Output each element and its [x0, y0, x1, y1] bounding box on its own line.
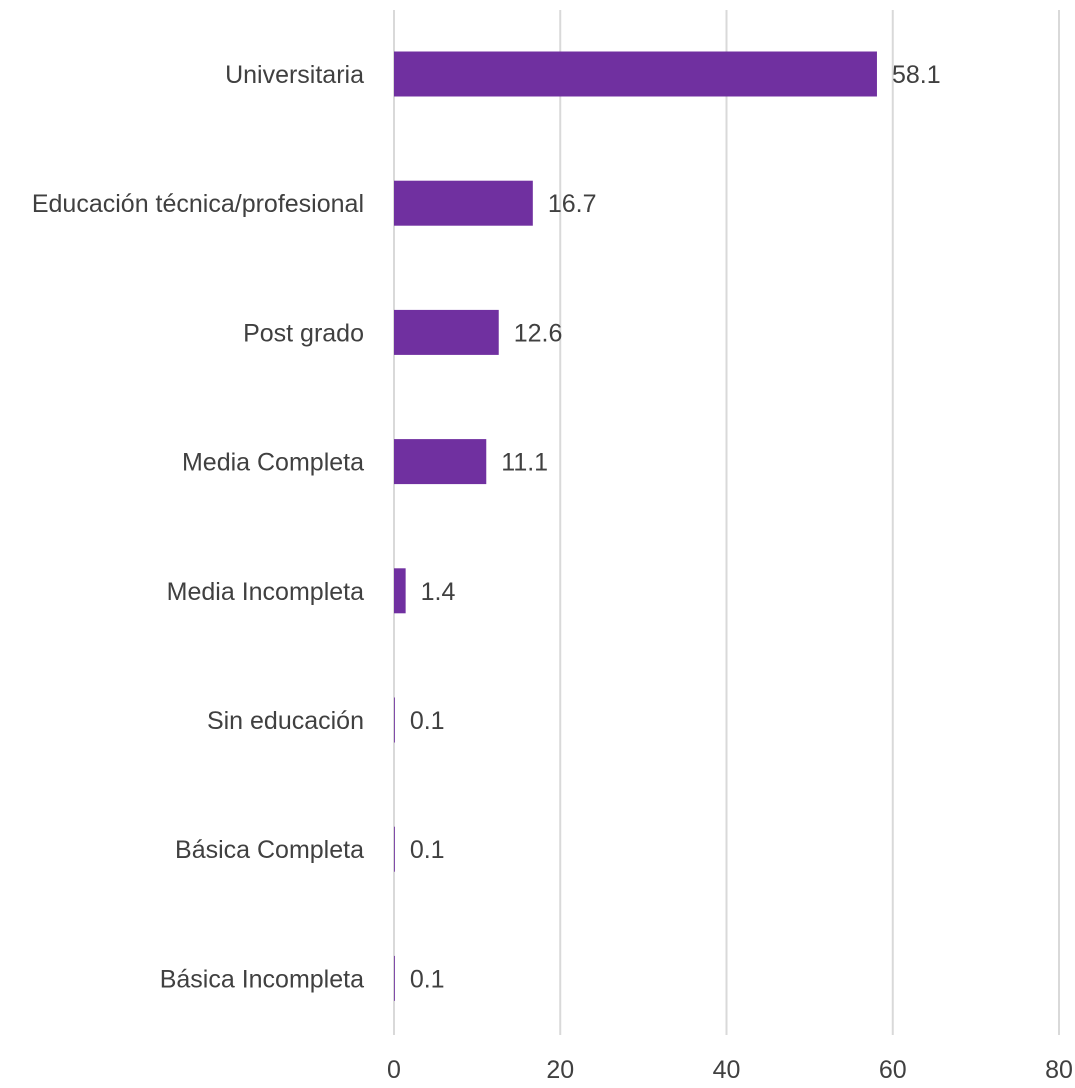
bars — [394, 51, 877, 1001]
bar — [394, 955, 395, 1001]
gridlines — [393, 10, 1060, 1035]
category-label: Educación técnica/profesional — [32, 190, 364, 218]
data-label: 58.1 — [892, 61, 941, 89]
data-label: 1.4 — [421, 578, 456, 606]
x-tick-label: 20 — [546, 1056, 574, 1084]
x-tick-label: 0 — [387, 1056, 401, 1084]
bar — [394, 51, 877, 97]
bar — [394, 826, 395, 872]
bar — [394, 439, 487, 485]
category-label: Media Completa — [182, 449, 364, 477]
bar — [394, 568, 406, 614]
category-label: Post grado — [243, 319, 364, 347]
data-label: 0.1 — [410, 707, 445, 735]
category-label: Media Incompleta — [167, 578, 364, 606]
category-label: Básica Completa — [175, 836, 364, 864]
data-label: 16.7 — [548, 190, 597, 218]
x-axis-tick-labels: 0 20 40 60 80 — [387, 1056, 1073, 1084]
x-tick-label: 80 — [1045, 1056, 1073, 1084]
data-label: 0.1 — [410, 836, 445, 864]
x-tick-label: 40 — [713, 1056, 741, 1084]
bar — [394, 697, 395, 743]
data-label: 12.6 — [514, 319, 563, 347]
data-label: 11.1 — [501, 449, 548, 477]
bar — [394, 309, 499, 355]
category-label: Universitaria — [225, 61, 364, 89]
category-label: Básica Incompleta — [160, 965, 364, 993]
data-labels: 58.1 16.7 12.6 11.1 1.4 0.1 0.1 0.1 — [410, 61, 941, 993]
x-tick-label: 60 — [879, 1056, 907, 1084]
category-labels: Universitaria Educación técnica/profesion… — [32, 61, 364, 993]
bar — [394, 180, 533, 226]
category-label: Sin educación — [207, 707, 364, 735]
data-label: 0.1 — [410, 965, 445, 993]
